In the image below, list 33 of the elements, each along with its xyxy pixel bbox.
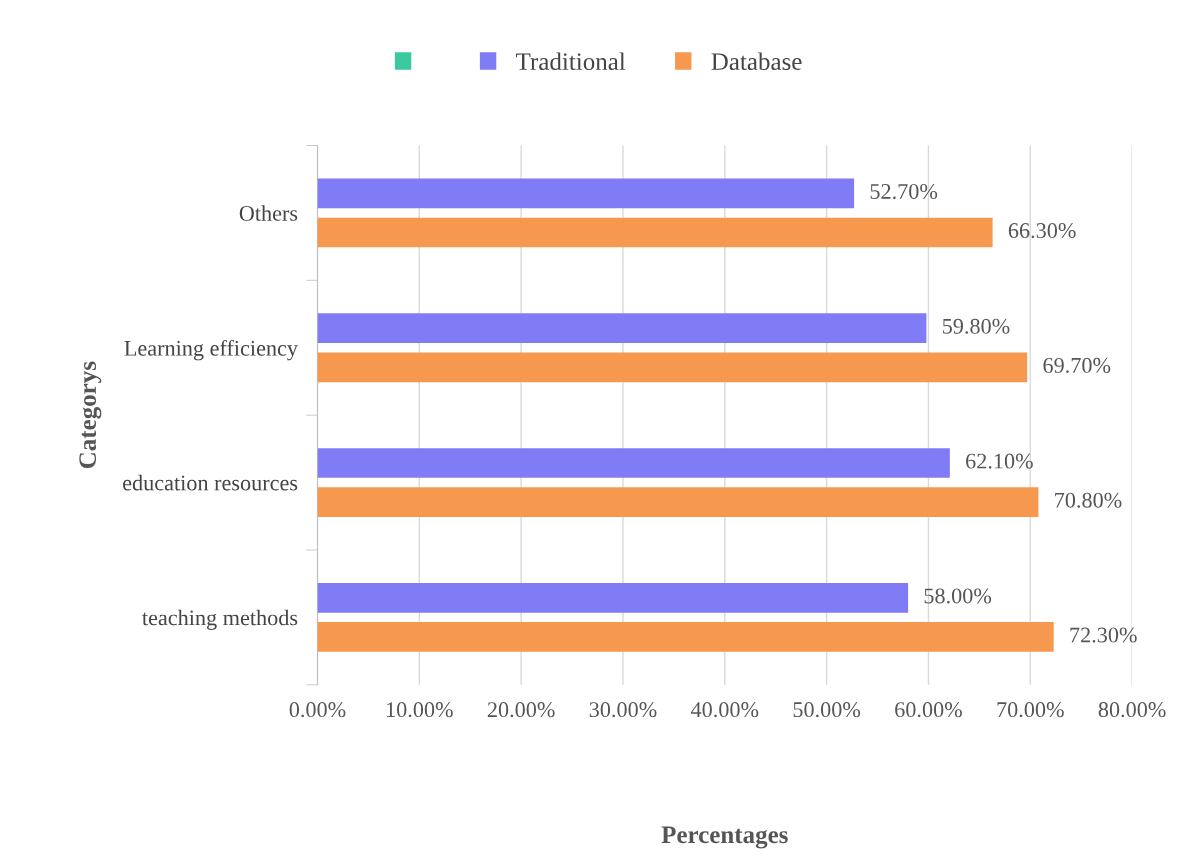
y-tick-label: Learning efficiency (124, 339, 298, 361)
x-tick-label: 20.00% (487, 702, 555, 718)
data-label: 52.70% (870, 183, 938, 200)
x-tick-label: 0.00% (289, 702, 346, 718)
data-label: 58.00% (924, 588, 992, 604)
bar (317, 583, 909, 613)
data-label: 72.30% (1070, 627, 1137, 643)
y-axis-title: Categorys (79, 361, 102, 469)
legend-label: Traditional (516, 52, 626, 71)
x-tick-label: 30.00% (589, 702, 657, 718)
x-tick-label: 50.00% (793, 702, 861, 718)
bar (317, 487, 1039, 517)
x-tick-label: 70.00% (997, 702, 1064, 718)
data-label: 69.70% (1043, 357, 1111, 373)
data-label: 70.80% (1055, 492, 1122, 508)
data-label: 62.10% (966, 453, 1033, 469)
y-tick-label: teaching methods (142, 609, 298, 630)
bar (317, 352, 1028, 383)
data-label: 66.30% (1008, 223, 1076, 239)
data-label: 59.80% (942, 318, 1010, 334)
y-tick-label: education resources (123, 474, 298, 491)
x-tick-label: 10.00% (387, 702, 453, 718)
y-tick-label: Others (239, 205, 298, 221)
legend-label: Database (711, 52, 802, 71)
x-tick-label: 80.00% (1098, 702, 1166, 718)
bar (317, 313, 927, 344)
x-axis-title: Percentages (661, 826, 788, 849)
bar (317, 178, 855, 209)
bar (317, 448, 950, 478)
x-tick-label: 60.00% (895, 702, 962, 718)
bar (317, 622, 1054, 652)
x-tick-label: 40.00% (690, 702, 759, 718)
bar (317, 217, 993, 248)
